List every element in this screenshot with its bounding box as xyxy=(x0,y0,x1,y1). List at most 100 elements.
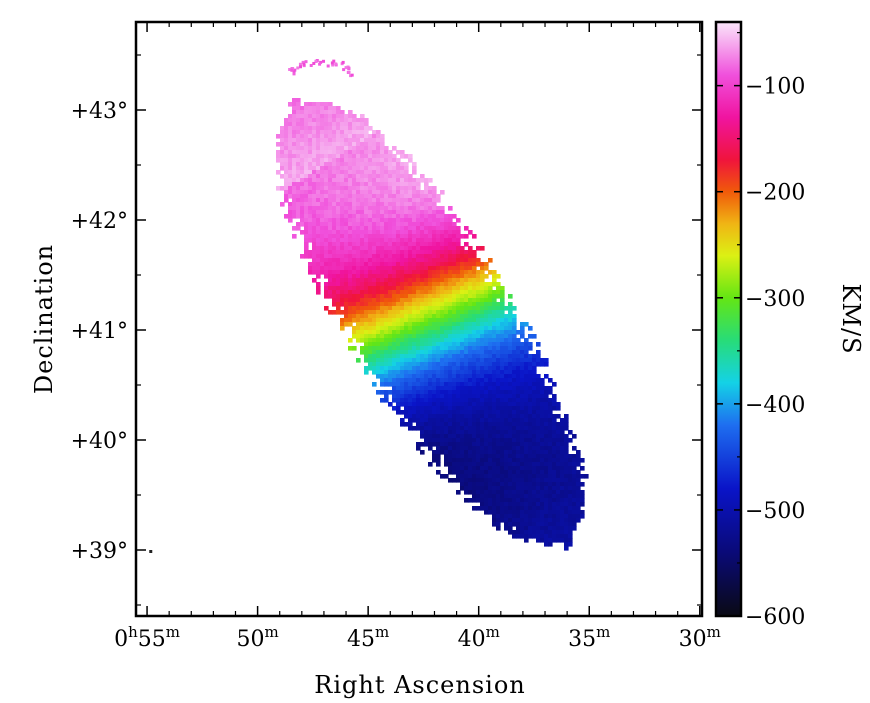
velocity-pixel xyxy=(408,398,413,403)
velocity-pixel xyxy=(476,330,481,335)
velocity-pixel xyxy=(444,302,449,307)
velocity-pixel xyxy=(572,522,577,527)
velocity-pixel xyxy=(504,426,509,431)
velocity-pixel xyxy=(320,138,325,143)
velocity-pixel xyxy=(296,202,301,207)
velocity-pixel xyxy=(468,466,473,471)
velocity-pixel xyxy=(428,270,433,275)
velocity-pixel xyxy=(300,118,305,123)
velocity-pixel xyxy=(348,206,353,211)
velocity-pixel xyxy=(408,182,413,187)
velocity-pixel xyxy=(508,454,513,459)
velocity-pixel xyxy=(336,242,341,247)
velocity-pixel xyxy=(468,422,473,427)
velocity-pixel xyxy=(364,218,369,223)
velocity-pixel xyxy=(336,114,341,119)
velocity-pixel xyxy=(332,130,337,135)
velocity-pixel xyxy=(372,242,377,247)
velocity-pixel xyxy=(356,326,361,331)
velocity-pixel xyxy=(420,358,425,363)
velocity-pixel xyxy=(372,330,377,335)
velocity-pixel xyxy=(392,158,397,163)
velocity-pixel xyxy=(344,186,349,191)
velocity-pixel xyxy=(328,106,333,111)
velocity-pixel xyxy=(436,450,441,455)
velocity-pixel xyxy=(576,506,581,511)
velocity-pixel xyxy=(328,254,333,259)
velocity-pixel xyxy=(332,310,337,315)
velocity-pixel xyxy=(468,290,473,295)
velocity-pixel xyxy=(340,178,345,183)
velocity-pixel xyxy=(444,386,449,391)
velocity-pixel xyxy=(528,530,533,535)
velocity-pixel xyxy=(300,138,305,143)
velocity-pixel xyxy=(356,314,361,319)
velocity-pixel xyxy=(496,486,501,491)
velocity-pixel xyxy=(436,298,441,303)
velocity-pixel xyxy=(480,314,485,319)
velocity-pixel xyxy=(344,190,349,195)
velocity-pixel xyxy=(460,322,465,327)
velocity-pixel xyxy=(400,238,405,243)
velocity-pixel xyxy=(524,470,529,475)
velocity-pixel xyxy=(444,390,449,395)
velocity-pixel xyxy=(436,374,441,379)
velocity-pixel xyxy=(304,214,309,219)
velocity-pixel xyxy=(536,522,541,527)
velocity-pixel xyxy=(520,450,525,455)
velocity-pixel xyxy=(500,306,505,311)
velocity-pixel xyxy=(298,62,302,66)
velocity-pixel xyxy=(332,274,337,279)
velocity-pixel xyxy=(328,114,333,119)
velocity-pixel xyxy=(452,334,457,339)
velocity-pixel xyxy=(568,482,573,487)
velocity-pixel xyxy=(388,278,393,283)
velocity-pixel xyxy=(420,202,425,207)
velocity-pixel xyxy=(388,302,393,307)
velocity-pixel xyxy=(420,314,425,319)
velocity-pixel xyxy=(556,462,561,467)
velocity-pixel xyxy=(304,138,309,143)
velocity-pixel xyxy=(380,266,385,271)
velocity-pixel xyxy=(384,266,389,271)
velocity-pixel xyxy=(532,458,537,463)
velocity-pixel xyxy=(476,506,481,511)
velocity-pixel xyxy=(428,210,433,215)
velocity-pixel xyxy=(380,342,385,347)
velocity-pixel xyxy=(320,134,325,139)
velocity-pixel xyxy=(384,370,389,375)
velocity-pixel xyxy=(556,438,561,443)
velocity-pixel xyxy=(516,398,521,403)
velocity-pixel xyxy=(416,194,421,199)
velocity-pixel xyxy=(356,134,361,139)
velocity-pixel xyxy=(508,310,513,315)
velocity-pixel xyxy=(396,162,401,167)
velocity-pixel xyxy=(424,206,429,211)
velocity-pixel xyxy=(500,354,505,359)
velocity-pixel xyxy=(348,218,353,223)
x-axis-ticks: 0h55m 50m 45m 40m 35m 30m xyxy=(114,22,721,652)
velocity-pixel xyxy=(504,342,509,347)
velocity-pixel xyxy=(336,190,341,195)
velocity-pixel xyxy=(344,270,349,275)
velocity-pixel xyxy=(388,402,393,407)
velocity-pixel xyxy=(380,246,385,251)
velocity-pixel xyxy=(456,218,461,223)
velocity-pixel xyxy=(500,446,505,451)
velocity-pixel xyxy=(480,262,485,267)
velocity-pixel xyxy=(432,218,437,223)
velocity-pixel xyxy=(448,222,453,227)
velocity-pixel xyxy=(304,118,309,123)
velocity-pixel xyxy=(340,238,345,243)
velocity-pixel xyxy=(472,358,477,363)
velocity-pixel xyxy=(448,326,453,331)
velocity-pixel xyxy=(556,406,561,411)
velocity-pixel xyxy=(540,394,545,399)
velocity-pixel xyxy=(304,142,309,147)
velocity-pixel xyxy=(388,370,393,375)
velocity-pixel xyxy=(324,270,329,275)
velocity-pixel xyxy=(448,426,453,431)
velocity-pixel xyxy=(336,194,341,199)
velocity-pixel xyxy=(396,278,401,283)
velocity-pixel xyxy=(468,394,473,399)
